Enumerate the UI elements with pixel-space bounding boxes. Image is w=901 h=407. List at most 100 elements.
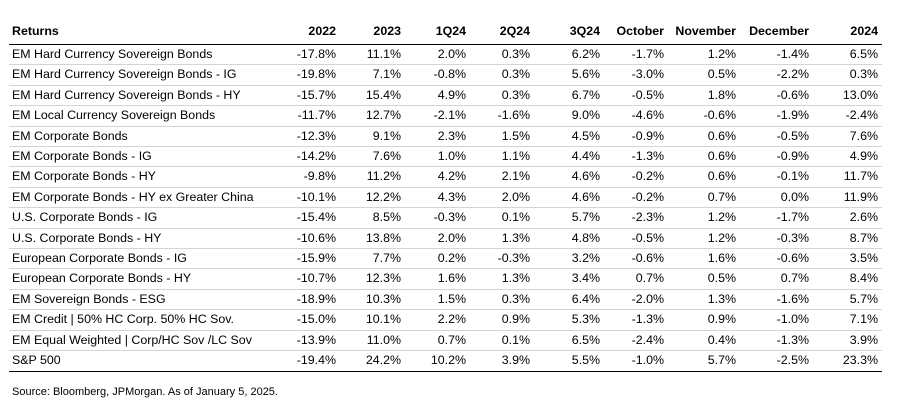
table-cell: -1.3% xyxy=(740,330,813,352)
table-row: EM Corporate Bonds - IG -14.2% 7.6% 1.0% 1.1… xyxy=(9,146,882,168)
table-cell: -2.4% xyxy=(604,330,668,352)
table-cell: -0.6% xyxy=(668,105,740,127)
table-cell: 13.0% xyxy=(813,85,882,107)
table-cell: 8.5% xyxy=(340,207,405,229)
table-cell: -2.2% xyxy=(740,64,813,86)
table-cell: 9.0% xyxy=(534,105,604,127)
row-label: EM Hard Currency Sovereign Bonds - HY xyxy=(9,85,286,107)
table-cell: 1.8% xyxy=(668,85,740,107)
table-row: U.S. Corporate Bonds - IG -15.4% 8.5% -0.3%… xyxy=(9,207,882,229)
row-label: EM Corporate Bonds - IG xyxy=(9,146,286,168)
column-header-1q24: 1Q24 xyxy=(405,18,470,45)
table-cell: 1.2% xyxy=(668,207,740,229)
table-cell: 0.6% xyxy=(668,166,740,188)
row-label: EM Corporate Bonds xyxy=(9,126,286,148)
row-label: EM Hard Currency Sovereign Bonds - IG xyxy=(9,64,286,86)
table-cell: 4.3% xyxy=(405,187,470,209)
table-row: EM Hard Currency Sovereign Bonds - IG -19… xyxy=(9,64,882,86)
table-cell: 0.6% xyxy=(668,126,740,148)
table-cell: 10.3% xyxy=(340,289,405,311)
column-header-2024: 2024 xyxy=(813,18,882,45)
table-cell: 2.3% xyxy=(405,126,470,148)
table-cell: -17.8% xyxy=(286,44,340,66)
table-cell: -0.3% xyxy=(740,228,813,250)
table-row: EM Local Currency Sovereign Bonds -11.7% 1… xyxy=(9,105,882,127)
returns-table-container: Returns 2022 2023 1Q24 2Q24 3Q24 October Novemb… xyxy=(9,18,882,372)
table-cell: 11.1% xyxy=(340,44,405,66)
row-label: EM Hard Currency Sovereign Bonds xyxy=(9,44,286,66)
table-cell: 3.2% xyxy=(534,248,604,270)
table-cell: 1.3% xyxy=(470,268,534,290)
table-cell: -19.4% xyxy=(286,350,340,372)
table-cell: -14.2% xyxy=(286,146,340,168)
table-cell: -0.1% xyxy=(740,166,813,188)
column-header-3q24: 3Q24 xyxy=(534,18,604,45)
table-cell: -0.8% xyxy=(405,64,470,86)
table-cell: 5.6% xyxy=(534,64,604,86)
table-cell: 4.5% xyxy=(534,126,604,148)
table-cell: 7.7% xyxy=(340,248,405,270)
table-cell: 2.0% xyxy=(405,44,470,66)
column-header-returns: Returns xyxy=(9,18,286,45)
table-cell: -2.3% xyxy=(604,207,668,229)
table-cell: 10.1% xyxy=(340,309,405,331)
table-cell: 6.5% xyxy=(813,44,882,66)
row-label: European Corporate Bonds - IG xyxy=(9,248,286,270)
table-row: EM Corporate Bonds -12.3% 9.1% 2.3% 1.5% 4.5%… xyxy=(9,126,882,148)
row-label: European Corporate Bonds - HY xyxy=(9,268,286,290)
table-cell: -2.1% xyxy=(405,105,470,127)
table-cell: -0.5% xyxy=(604,228,668,250)
table-cell: -13.9% xyxy=(286,330,340,352)
table-cell: 11.7% xyxy=(813,166,882,188)
table-cell: 4.9% xyxy=(813,146,882,168)
table-cell: 1.3% xyxy=(470,228,534,250)
table-cell: -19.8% xyxy=(286,64,340,86)
table-cell: 4.6% xyxy=(534,166,604,188)
table-cell: -10.7% xyxy=(286,268,340,290)
table-cell: 1.2% xyxy=(668,228,740,250)
table-row: EM Corporate Bonds - HY ex Greater China… xyxy=(9,187,882,209)
table-cell: -0.6% xyxy=(740,85,813,107)
table-cell: 0.1% xyxy=(470,207,534,229)
table-row: S&P 500 -19.4% 24.2% 10.2% 3.9% 5.5% -1.0% 5.7%… xyxy=(9,350,882,372)
table-cell: 0.2% xyxy=(405,248,470,270)
table-cell: 5.3% xyxy=(534,309,604,331)
table-cell: 7.6% xyxy=(813,126,882,148)
table-cell: -12.3% xyxy=(286,126,340,148)
table-cell: -1.4% xyxy=(740,44,813,66)
table-cell: -1.6% xyxy=(740,289,813,311)
table-cell: -1.3% xyxy=(604,309,668,331)
table-cell: 6.5% xyxy=(534,330,604,352)
table-cell: -3.0% xyxy=(604,64,668,86)
table-cell: -1.7% xyxy=(604,44,668,66)
table-cell: 1.5% xyxy=(470,126,534,148)
table-cell: 6.2% xyxy=(534,44,604,66)
table-cell: 0.9% xyxy=(470,309,534,331)
table-cell: 2.6% xyxy=(813,207,882,229)
table-cell: 13.8% xyxy=(340,228,405,250)
table-cell: 5.7% xyxy=(534,207,604,229)
table-cell: -2.5% xyxy=(740,350,813,372)
row-label: S&P 500 xyxy=(9,350,286,372)
table-cell: 1.6% xyxy=(405,268,470,290)
table-row: EM Corporate Bonds - HY -9.8% 11.2% 4.2% 2.1… xyxy=(9,166,882,188)
table-cell: -18.9% xyxy=(286,289,340,311)
table-cell: 0.1% xyxy=(470,330,534,352)
table-cell: -15.0% xyxy=(286,309,340,331)
table-cell: 3.5% xyxy=(813,248,882,270)
table-cell: 10.2% xyxy=(405,350,470,372)
table-row: EM Credit | 50% HC Corp. 50% HC Sov. -15.… xyxy=(9,309,882,331)
column-header-december: December xyxy=(740,18,813,45)
table-cell: -4.6% xyxy=(604,105,668,127)
table-cell: 0.3% xyxy=(470,44,534,66)
column-header-november: November xyxy=(668,18,740,45)
table-cell: 0.4% xyxy=(668,330,740,352)
table-row: European Corporate Bonds - IG -15.9% 7.7% 0… xyxy=(9,248,882,270)
table-row: U.S. Corporate Bonds - HY -10.6% 13.8% 2.0%… xyxy=(9,228,882,250)
table-row: EM Sovereign Bonds - ESG -18.9% 10.3% 1.5% 0… xyxy=(9,289,882,311)
table-cell: -0.9% xyxy=(604,126,668,148)
table-cell: -0.2% xyxy=(604,166,668,188)
table-cell: 4.2% xyxy=(405,166,470,188)
table-cell: 0.3% xyxy=(813,64,882,86)
table-cell: 5.7% xyxy=(668,350,740,372)
